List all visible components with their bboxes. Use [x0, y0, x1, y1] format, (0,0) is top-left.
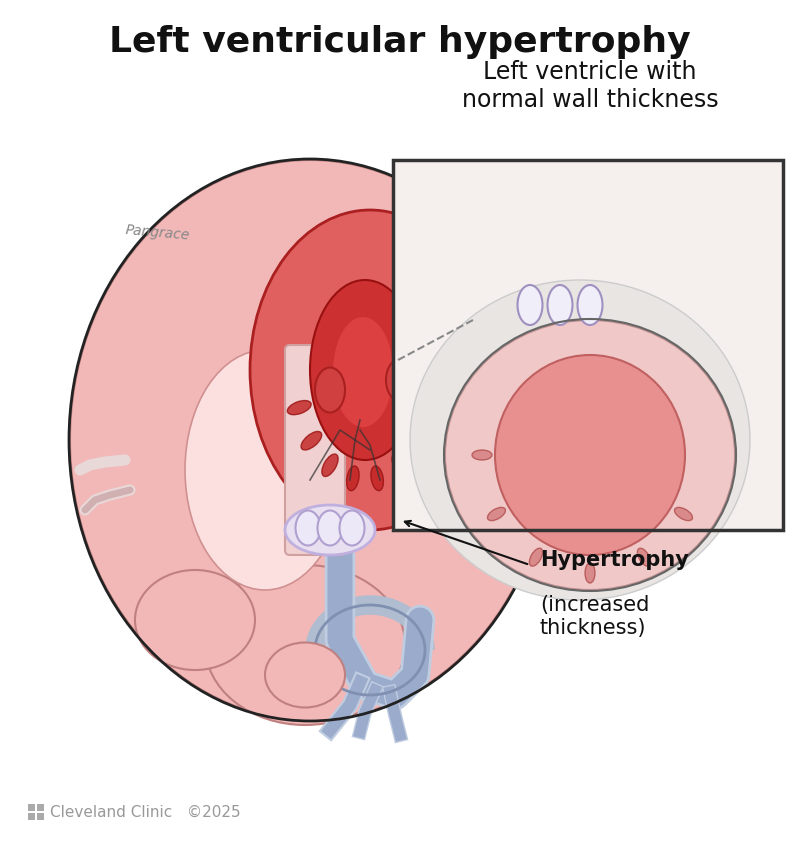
Text: Left ventricular hypertrophy: Left ventricular hypertrophy: [109, 25, 691, 59]
Ellipse shape: [419, 401, 442, 415]
Text: Pangrace: Pangrace: [125, 224, 190, 243]
Ellipse shape: [408, 432, 429, 450]
Ellipse shape: [135, 570, 255, 670]
Ellipse shape: [318, 511, 342, 545]
Ellipse shape: [333, 317, 393, 427]
Bar: [28, 813, 35, 820]
Text: Cleveland Clinic   ©2025: Cleveland Clinic ©2025: [50, 804, 241, 820]
Ellipse shape: [386, 359, 414, 401]
Ellipse shape: [518, 285, 542, 325]
Bar: [37, 804, 44, 811]
Text: Hypertrophy: Hypertrophy: [540, 550, 689, 570]
Bar: [393, 160, 783, 530]
Ellipse shape: [322, 454, 338, 476]
Ellipse shape: [547, 285, 573, 325]
Ellipse shape: [487, 507, 506, 520]
Ellipse shape: [495, 355, 685, 555]
Bar: [28, 804, 35, 811]
Ellipse shape: [295, 511, 321, 545]
Ellipse shape: [285, 505, 375, 555]
Bar: [37, 813, 44, 820]
Ellipse shape: [420, 333, 440, 347]
Ellipse shape: [392, 454, 408, 476]
Text: Left ventricle with
normal wall thickness: Left ventricle with normal wall thicknes…: [462, 60, 718, 112]
Ellipse shape: [674, 507, 693, 520]
Ellipse shape: [530, 548, 542, 566]
Ellipse shape: [287, 401, 311, 415]
Ellipse shape: [301, 432, 322, 450]
Ellipse shape: [185, 350, 345, 590]
Ellipse shape: [371, 466, 383, 491]
Ellipse shape: [578, 285, 602, 325]
Ellipse shape: [265, 642, 345, 708]
Ellipse shape: [472, 450, 492, 460]
Text: (increased
thickness): (increased thickness): [540, 572, 650, 638]
Ellipse shape: [310, 280, 420, 460]
Ellipse shape: [339, 511, 365, 545]
Ellipse shape: [205, 565, 405, 725]
Ellipse shape: [638, 548, 650, 566]
Ellipse shape: [585, 563, 595, 583]
FancyBboxPatch shape: [285, 345, 345, 555]
Bar: [393, 160, 783, 530]
Ellipse shape: [445, 320, 735, 590]
Ellipse shape: [410, 280, 750, 600]
Ellipse shape: [70, 160, 550, 720]
Ellipse shape: [346, 466, 359, 491]
Ellipse shape: [315, 367, 345, 413]
Ellipse shape: [250, 210, 490, 530]
